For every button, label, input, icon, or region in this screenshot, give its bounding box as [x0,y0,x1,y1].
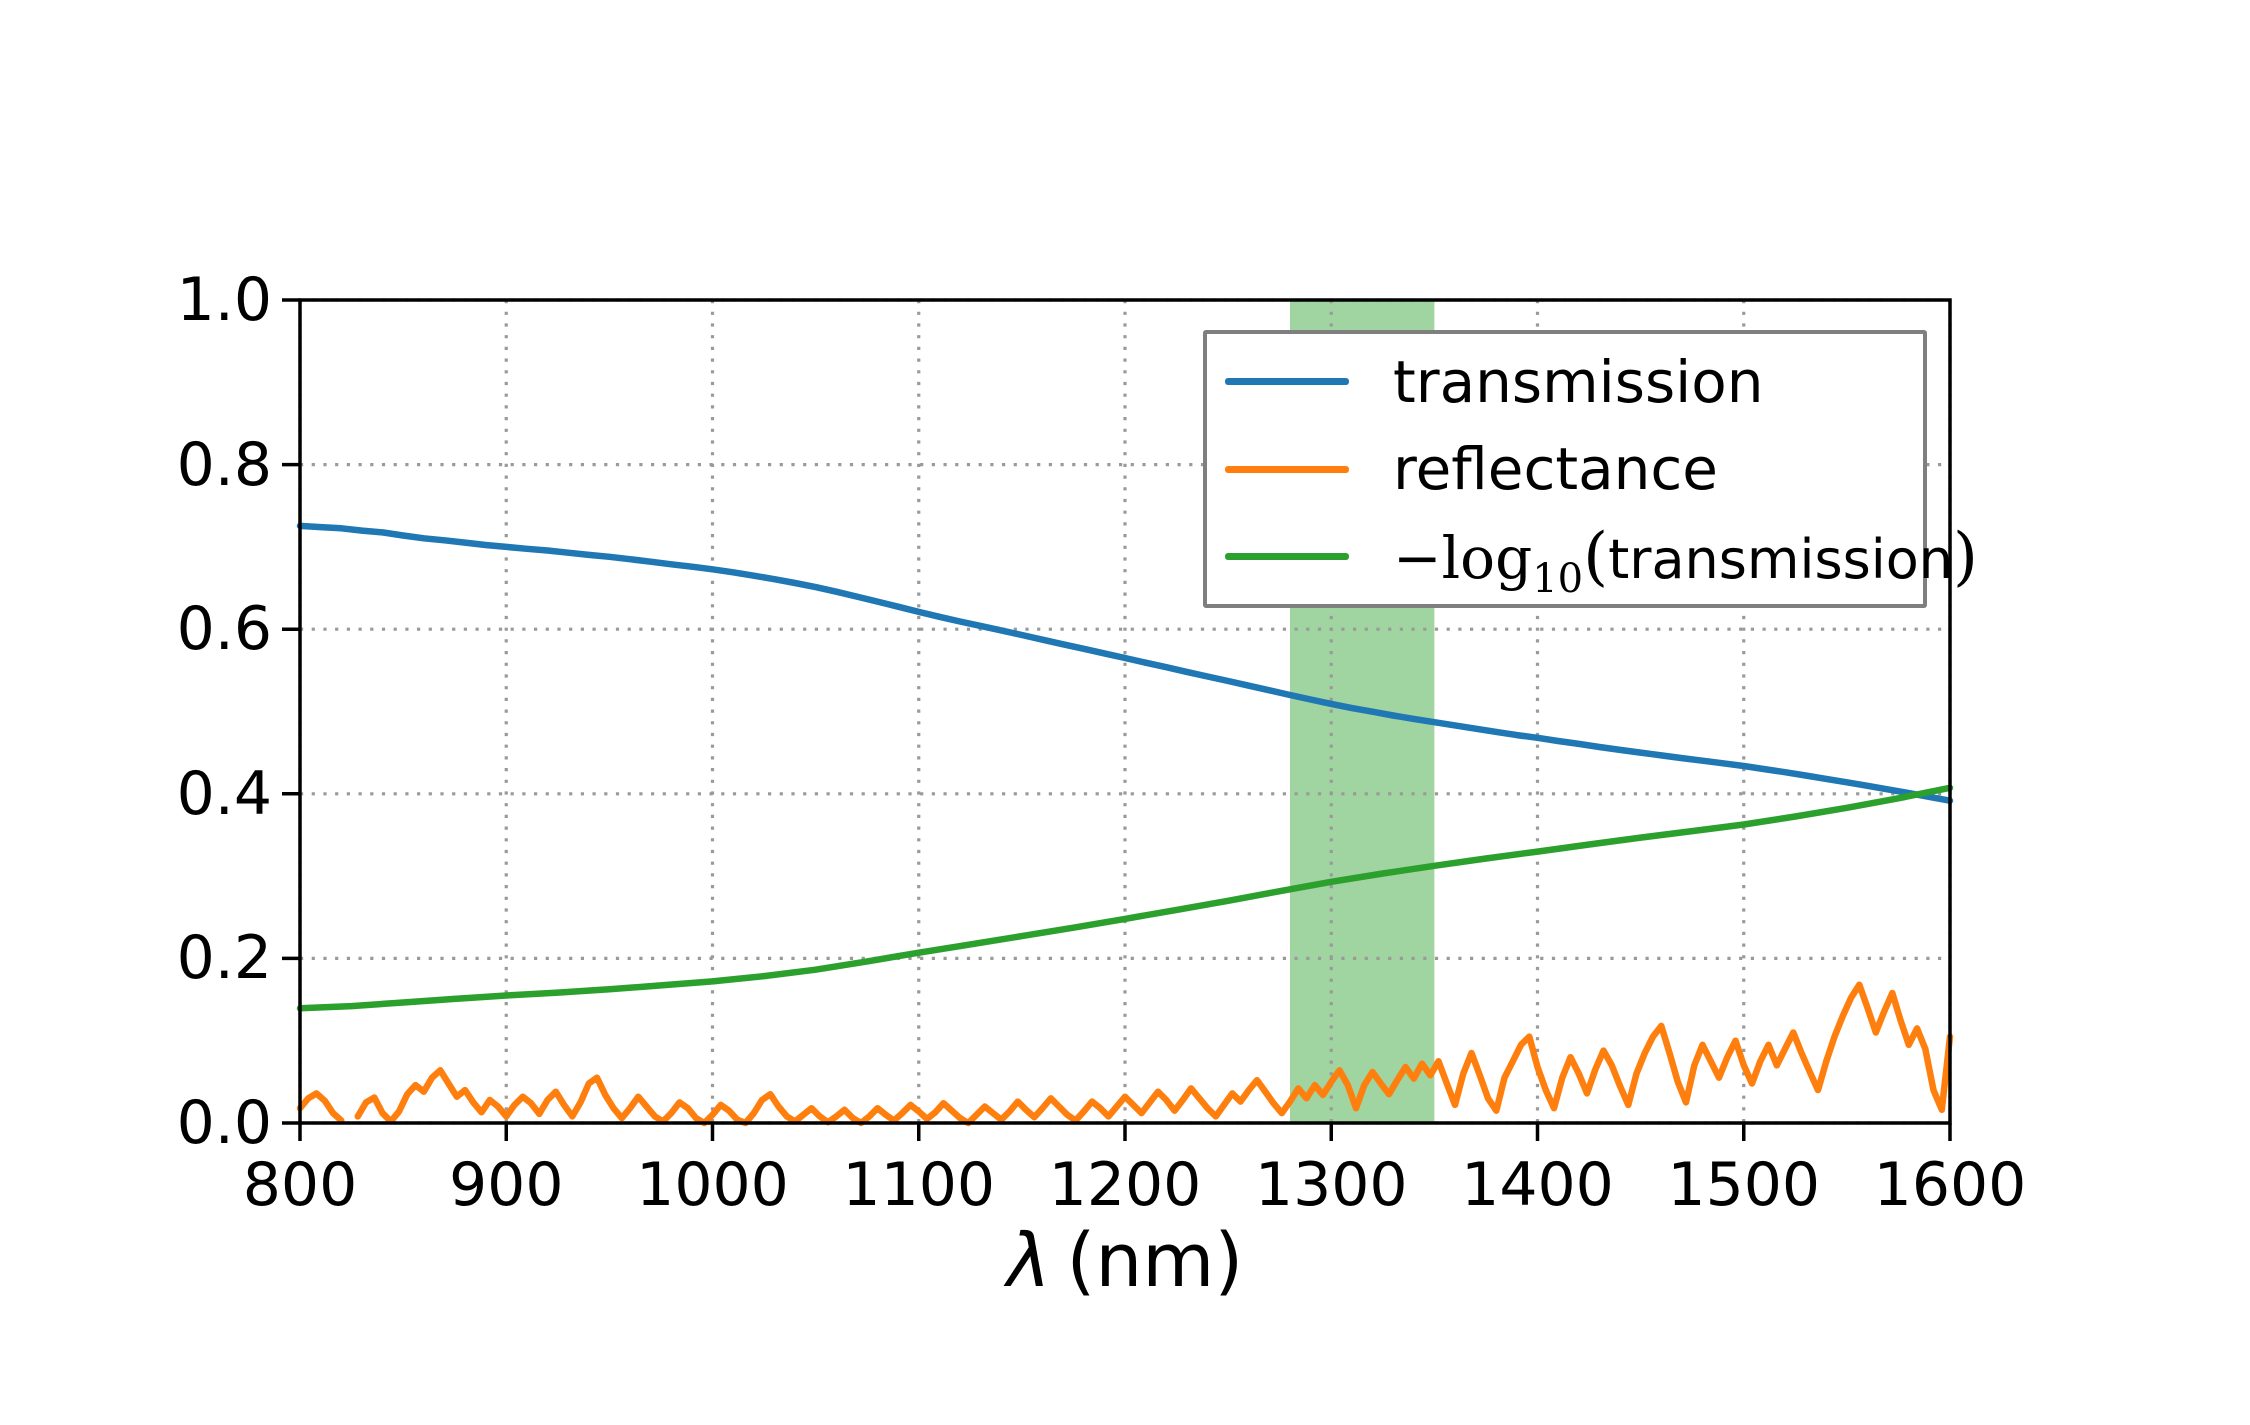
x-tick-label-1000: 1000 [636,1150,789,1220]
legend-line-sample-neg-log10-transmission [1225,553,1349,560]
x-axis-label: λ (nm) [300,1218,1950,1304]
series-line-reflectance [296,1090,345,1124]
series-line-transmission [296,522,1954,804]
legend-math-prefix: −log [1393,523,1533,592]
y-tick-label-0.0: 0.0 [176,1088,272,1158]
legend-label-transmission: transmission [1393,347,1764,416]
x-tick-label-1100: 1100 [842,1150,996,1220]
y-tick-label-0.8: 0.8 [176,429,272,500]
legend-label-reflectance: reflectance [1393,435,1718,503]
legend-entry-transmission: transmission [1207,342,1923,422]
y-tick-label-0.2: 0.2 [176,923,272,994]
y-tick-label-0.6: 0.6 [176,594,272,665]
legend-line-sample-transmission [1225,378,1349,385]
legend-math-close-paren: ) [1953,519,1979,594]
legend-entry-neg-log10-transmission: −log10(transmission) [1207,517,1978,599]
y-tick-label-1.0: 1.0 [176,265,272,335]
x-tick-label-1200: 1200 [1048,1150,1202,1220]
x-tick-label-900: 900 [448,1150,564,1220]
series-line-neg-log10-transmission [296,784,1954,1012]
x-tick-label-1500: 1500 [1667,1150,1821,1220]
legend-label-neg-log10-transmission: −log10(transmission) [1393,519,1979,599]
x-tick-label-1300: 1300 [1254,1150,1408,1220]
x-axis-label-unit: (nm) [1066,1218,1244,1304]
x-tick-label-1600: 1600 [1873,1150,2027,1220]
y-tick-label-0.4: 0.4 [176,758,272,829]
legend-math-text: transmission [1608,527,1954,591]
legend-entry-reflectance: reflectance [1207,429,1923,509]
series-line-reflectance [354,981,1954,1127]
x-tick-label-1400: 1400 [1461,1150,1614,1220]
x-axis-label-lambda: λ [1006,1218,1051,1304]
legend-line-sample-reflectance [1225,465,1349,473]
legend: transmission reflectance −log10(transmis… [1203,330,1978,608]
x-tick-label-800: 800 [242,1150,358,1220]
legend-math-subscript: 10 [1532,555,1584,602]
legend-math-open-paren: ( [1583,519,1609,594]
